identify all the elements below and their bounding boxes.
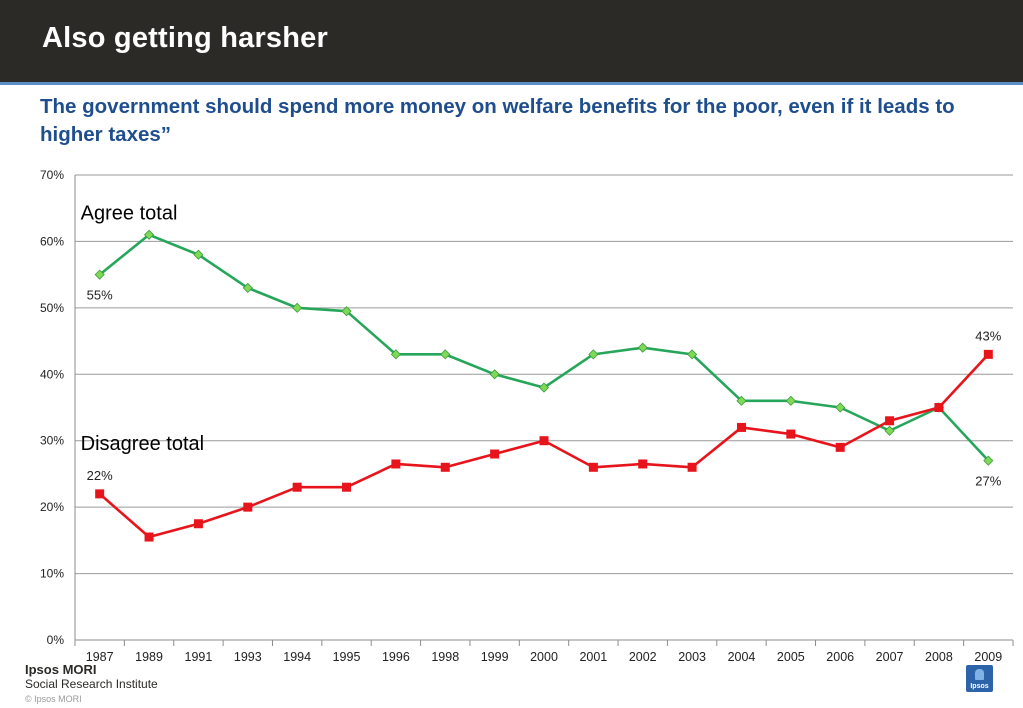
data-point-disagree: [539, 436, 549, 446]
y-tick-label: 10%: [40, 567, 64, 581]
data-point-agree: [440, 349, 451, 360]
data-point-disagree: [391, 459, 401, 469]
x-tick-label: 2000: [530, 650, 558, 664]
x-tick-label: 2007: [876, 650, 904, 664]
x-tick-label: 2001: [579, 650, 607, 664]
data-point-disagree: [638, 459, 648, 469]
x-tick-label: 1989: [135, 650, 163, 664]
data-label: 43%: [975, 328, 1001, 343]
data-point-disagree: [983, 349, 993, 359]
data-point-agree: [193, 249, 204, 260]
data-point-agree: [341, 306, 352, 317]
data-point-disagree: [95, 489, 105, 499]
logo-text: Ipsos: [970, 683, 989, 690]
data-point-disagree: [835, 442, 845, 452]
brand-unit: Social Research Institute: [25, 677, 158, 691]
data-point-disagree: [490, 449, 500, 459]
data-point-disagree: [736, 422, 746, 432]
chart-subtitle: The government should spend more money o…: [40, 95, 955, 146]
x-tick-label: 1993: [234, 650, 262, 664]
y-tick-label: 30%: [40, 434, 64, 448]
data-point-disagree: [786, 429, 796, 439]
series-line: [98, 353, 990, 539]
data-point-agree: [489, 369, 500, 380]
x-tick-label: 1996: [382, 650, 410, 664]
data-point-agree: [143, 229, 155, 240]
data-point-disagree: [292, 482, 302, 492]
data-point-agree: [390, 349, 401, 360]
data-point-disagree: [687, 462, 697, 472]
x-tick-label: 2008: [925, 650, 953, 664]
x-tick-label: 1998: [431, 650, 459, 664]
data-point-agree: [736, 395, 747, 406]
copyright-notice: © Ipsos MORI: [25, 694, 82, 704]
data-label: 55%: [87, 288, 113, 303]
x-tick-label: 1987: [86, 650, 114, 664]
data-point-agree: [785, 395, 796, 406]
x-tick-label: 2003: [678, 650, 706, 664]
data-point-disagree: [440, 462, 450, 472]
x-tick-label: 1991: [185, 650, 213, 664]
header-divider: [0, 82, 1023, 85]
x-tick-label: 2002: [629, 650, 657, 664]
footer-brand: Ipsos MORI Social Research Institute: [25, 662, 158, 692]
x-tick-label: 1999: [481, 650, 509, 664]
y-tick-label: 60%: [40, 234, 64, 248]
data-label: 27%: [975, 474, 1001, 489]
data-point-disagree: [342, 482, 352, 492]
y-tick-label: 50%: [40, 301, 64, 315]
x-tick-label: 2004: [728, 650, 756, 664]
x-tick-label: 2005: [777, 650, 805, 664]
x-tick-label: 2006: [826, 650, 854, 664]
x-tick-label: 1994: [283, 650, 311, 664]
y-tick-label: 40%: [40, 367, 64, 381]
data-point-agree: [242, 282, 253, 293]
data-point-disagree: [885, 416, 895, 426]
data-point-disagree: [193, 519, 203, 529]
x-tick-label: 2009: [974, 650, 1002, 664]
header-bar: [0, 0, 1023, 82]
data-point-agree: [637, 342, 648, 353]
ipsos-logo-icon: Ipsos: [966, 665, 993, 692]
data-point-agree: [884, 425, 895, 436]
data-point-disagree: [144, 532, 154, 542]
data-label: 22%: [87, 468, 113, 483]
series-line: [98, 233, 990, 462]
data-point-agree: [687, 349, 698, 360]
x-tick-label: 1995: [333, 650, 361, 664]
y-tick-label: 0%: [47, 633, 65, 647]
data-point-agree: [588, 349, 599, 360]
data-point-disagree: [588, 462, 598, 472]
page-title: Also getting harsher: [42, 22, 328, 54]
series-name-label: Disagree total: [81, 433, 204, 455]
data-point-agree: [538, 382, 550, 393]
data-point-agree: [94, 269, 105, 280]
data-point-agree: [983, 455, 994, 466]
y-tick-label: 20%: [40, 500, 64, 514]
data-point-agree: [835, 402, 846, 413]
y-tick-label: 70%: [40, 168, 64, 182]
brand-name: Ipsos MORI: [25, 662, 97, 677]
data-point-agree: [292, 302, 303, 313]
logo-mark: [975, 669, 984, 680]
data-point-disagree: [934, 403, 944, 412]
data-point-disagree: [243, 502, 253, 512]
series-name-label: Agree total: [81, 203, 178, 225]
